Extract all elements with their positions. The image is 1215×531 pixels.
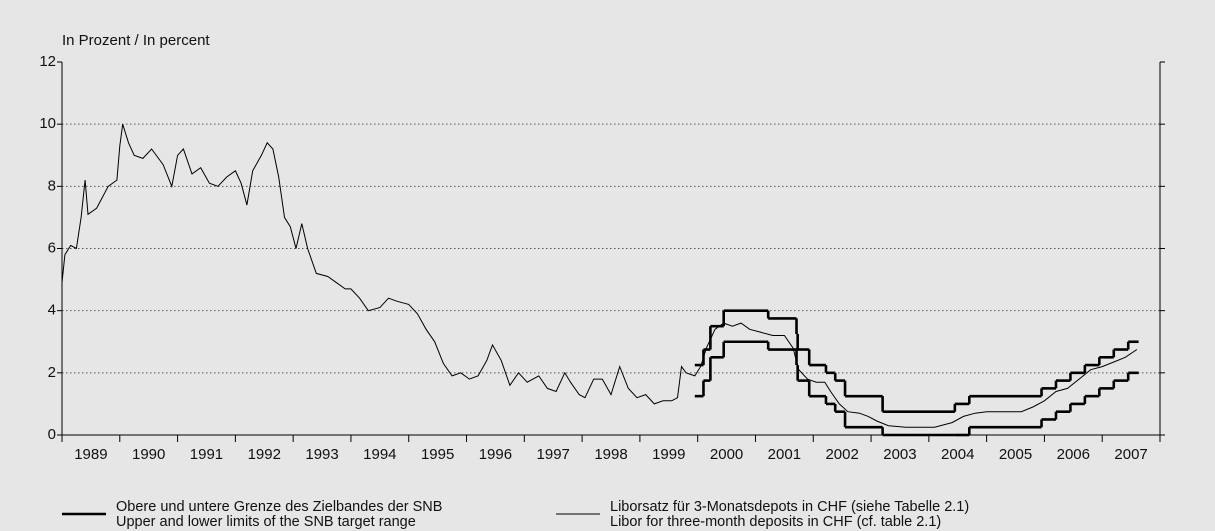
x-tick-label: 1995 — [421, 446, 454, 463]
y-tick-label: 12 — [39, 53, 56, 70]
x-tick-label: 1989 — [74, 446, 107, 463]
x-tick-label: 1992 — [248, 446, 281, 463]
x-tick-label: 2006 — [1057, 446, 1090, 463]
y-tick-label: 4 — [48, 302, 56, 319]
x-tick-label: 1990 — [132, 446, 165, 463]
x-tick-label: 1996 — [479, 446, 512, 463]
y-tick-label: 8 — [48, 177, 56, 194]
y-tick-label: 6 — [48, 239, 56, 256]
y-tick-label: 10 — [39, 115, 56, 132]
x-tick-label: 2003 — [883, 446, 916, 463]
legend-label: Liborsatz für 3-Monatsdepots in CHF (sie… — [610, 499, 969, 515]
x-tick-label: 2004 — [941, 446, 974, 463]
x-tick-label: 1998 — [594, 446, 627, 463]
y-tick-label: 0 — [48, 426, 56, 443]
x-tick-label: 2005 — [999, 446, 1032, 463]
x-tick-label: 1999 — [652, 446, 685, 463]
chart-title: In Prozent / In percent — [62, 32, 210, 49]
y-tick-label: 2 — [48, 364, 56, 381]
legend-label-en: Upper and lower limits of the SNB target… — [116, 514, 416, 530]
x-tick-label: 1994 — [363, 446, 396, 463]
libor-line — [61, 124, 1138, 428]
x-tick-label: 2002 — [825, 446, 858, 463]
x-tick-label: 2007 — [1114, 446, 1147, 463]
x-tick-label: 2001 — [768, 446, 801, 463]
x-tick-label: 1991 — [190, 446, 223, 463]
x-tick-label: 1993 — [305, 446, 338, 463]
legend-label: Obere und untere Grenze des Zielbandes d… — [116, 499, 442, 515]
x-tick-label: 1997 — [537, 446, 570, 463]
legend-label-en: Libor for three-month deposits in CHF (c… — [610, 514, 941, 530]
x-tick-label: 2000 — [710, 446, 743, 463]
